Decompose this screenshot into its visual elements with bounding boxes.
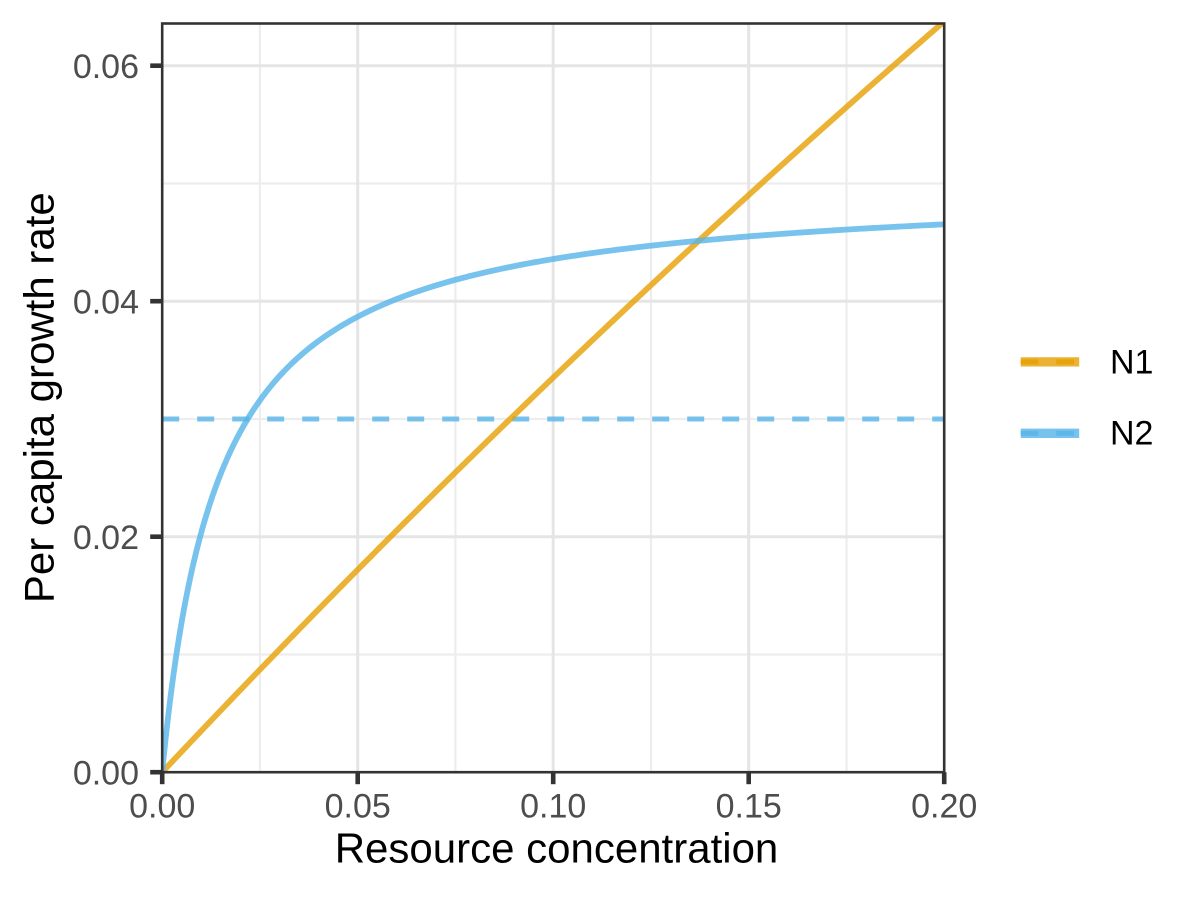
svg-text:0.00: 0.00 bbox=[73, 754, 139, 792]
svg-text:0.05: 0.05 bbox=[325, 787, 391, 825]
svg-text:0.15: 0.15 bbox=[716, 787, 782, 825]
svg-text:0.02: 0.02 bbox=[73, 519, 139, 557]
svg-text:0.20: 0.20 bbox=[911, 787, 977, 825]
svg-text:0.04: 0.04 bbox=[73, 283, 139, 321]
svg-text:Per capita growth rate: Per capita growth rate bbox=[16, 192, 63, 603]
svg-text:0.10: 0.10 bbox=[520, 787, 586, 825]
svg-text:N1: N1 bbox=[1110, 343, 1153, 381]
svg-text:0.06: 0.06 bbox=[73, 48, 139, 86]
svg-text:0.00: 0.00 bbox=[129, 787, 195, 825]
svg-text:Resource concentration: Resource concentration bbox=[335, 825, 779, 872]
svg-text:N2: N2 bbox=[1110, 415, 1153, 453]
